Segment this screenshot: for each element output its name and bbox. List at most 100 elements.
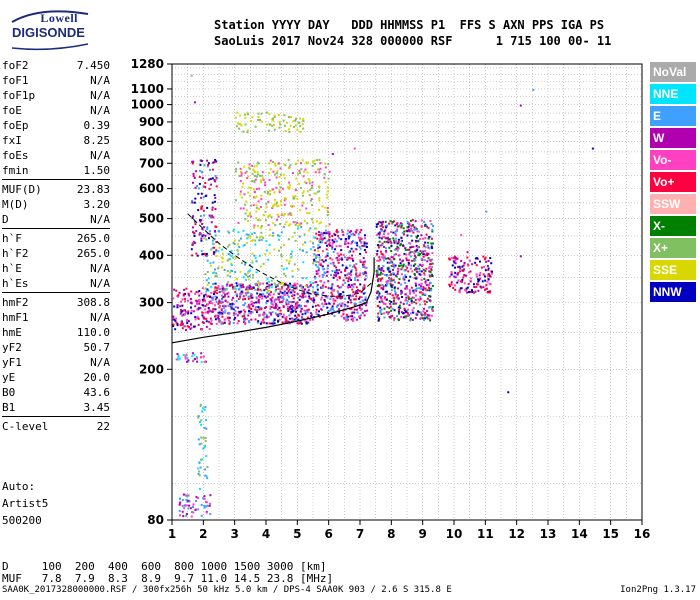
- echo-point: [201, 410, 204, 413]
- echo-point: [235, 167, 238, 170]
- echo-point: [392, 237, 395, 240]
- echo-point: [457, 265, 460, 268]
- echo-point: [278, 249, 281, 252]
- echo-point: [250, 311, 253, 314]
- echo-point: [403, 307, 406, 310]
- echo-point: [182, 515, 185, 518]
- param-label: yE: [2, 371, 16, 384]
- echo-point: [211, 311, 214, 314]
- echo-point: [275, 203, 278, 206]
- echo-point: [312, 286, 315, 289]
- echo-point: [318, 171, 321, 174]
- echo-point: [428, 275, 431, 278]
- echo-point: [427, 227, 430, 230]
- x-tick-label: 9: [418, 527, 426, 541]
- echo-point: [255, 188, 258, 191]
- echo-point: [287, 284, 290, 287]
- echo-point: [190, 511, 193, 514]
- echo-point: [203, 505, 206, 508]
- echo-point: [407, 263, 410, 266]
- echo-point: [382, 220, 385, 223]
- echo-point: [426, 244, 429, 247]
- echo-point: [359, 259, 362, 262]
- echo-point: [351, 241, 354, 244]
- echo-point: [287, 186, 290, 189]
- echo-point: [199, 458, 202, 461]
- echo-point: [314, 281, 317, 284]
- echo-point: [309, 281, 312, 284]
- echo-point: [240, 174, 243, 177]
- echo-point: [400, 236, 403, 239]
- param-value: 20.0: [83, 371, 111, 384]
- echo-point: [273, 116, 276, 119]
- echo-point: [203, 426, 206, 429]
- echo-point: [182, 354, 185, 357]
- echo-point: [193, 353, 196, 356]
- echo-point: [204, 234, 207, 237]
- echo-point: [341, 230, 344, 233]
- echo-point: [325, 248, 328, 251]
- echo-point: [282, 305, 285, 308]
- echo-point: [303, 309, 306, 312]
- echo-point: [384, 296, 387, 299]
- echo-point: [402, 303, 405, 306]
- echo-point: [336, 296, 339, 299]
- echo-point: [418, 252, 421, 255]
- echo-point: [408, 242, 411, 245]
- echo-point: [217, 311, 220, 314]
- legend-item-x: X-: [650, 216, 696, 236]
- echo-point: [407, 298, 410, 301]
- echo-point: [393, 290, 396, 293]
- echo-point: [253, 226, 256, 229]
- echo-point: [213, 161, 216, 164]
- echo-point: [462, 269, 465, 272]
- echo-point: [290, 308, 293, 311]
- echo-point: [200, 292, 203, 295]
- echo-point: [405, 285, 408, 288]
- echo-point: [219, 319, 222, 322]
- echo-point: [431, 265, 434, 268]
- echo-point: [232, 287, 235, 290]
- echo-point: [208, 504, 211, 507]
- echo-point: [425, 233, 428, 236]
- echo-point: [383, 255, 386, 258]
- echo-point: [466, 256, 469, 259]
- echo-point: [251, 180, 254, 183]
- echo-point: [398, 308, 401, 311]
- param-row: MUF(D) 23.83: [2, 182, 110, 197]
- echo-point: [458, 289, 461, 292]
- echo-point: [258, 254, 261, 257]
- echo-point: [355, 303, 358, 306]
- echo-point: [242, 304, 245, 307]
- echo-point: [278, 318, 281, 321]
- echo-point: [394, 234, 397, 237]
- echo-point: [215, 286, 218, 289]
- echo-point: [289, 283, 292, 286]
- echo-point: [261, 294, 264, 297]
- echo-point: [393, 281, 396, 284]
- echo-point: [317, 269, 320, 272]
- echo-point: [292, 310, 295, 313]
- echo-point: [297, 182, 300, 185]
- echo-point: [317, 313, 320, 316]
- echo-point: [251, 252, 254, 255]
- echo-point: [430, 273, 433, 276]
- echo-point: [278, 313, 281, 316]
- echo-point: [426, 309, 429, 312]
- echo-point: [236, 278, 239, 281]
- echo-point: [316, 190, 319, 193]
- echo-point: [204, 308, 207, 311]
- echo-point: [268, 113, 271, 116]
- echo-point: [289, 300, 292, 303]
- echo-point: [388, 278, 391, 281]
- echo-point: [454, 256, 457, 259]
- echo-point: [259, 219, 262, 222]
- echo-point: [490, 262, 493, 265]
- echo-point: [221, 315, 224, 318]
- echo-point: [402, 276, 405, 279]
- echo-point: [355, 231, 358, 234]
- echo-point: [321, 293, 324, 296]
- echo-point: [376, 271, 379, 274]
- echo-point: [246, 176, 249, 179]
- echo-point: [348, 251, 351, 254]
